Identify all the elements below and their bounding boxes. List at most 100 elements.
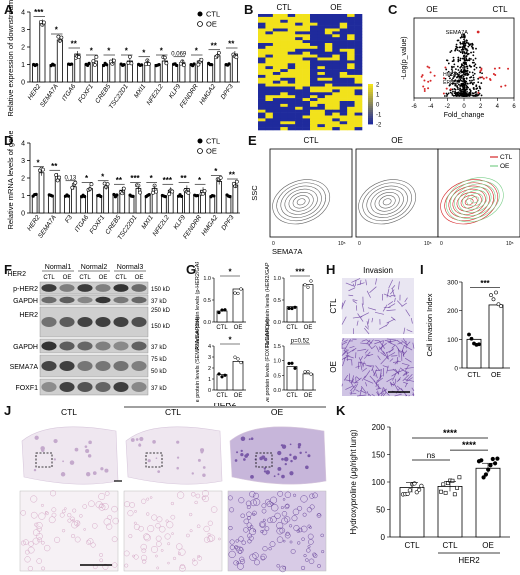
heatmap-cell bbox=[310, 69, 318, 73]
heatmap-cell bbox=[287, 80, 296, 84]
volcano-point bbox=[445, 68, 448, 71]
heatmap-cell bbox=[310, 25, 318, 29]
tissue-spot bbox=[273, 475, 276, 478]
volcano-point bbox=[458, 79, 461, 82]
alveolus bbox=[88, 500, 95, 508]
alveolus bbox=[307, 533, 314, 540]
heatmap-cell bbox=[317, 118, 326, 122]
x-tick-label: CTL bbox=[467, 372, 480, 379]
heatmap-cell bbox=[354, 121, 363, 125]
flow-contour bbox=[464, 198, 474, 206]
heatmap-cell bbox=[354, 14, 363, 18]
x-tick-label: 10⁵ bbox=[506, 241, 514, 247]
bar-oe bbox=[87, 188, 93, 214]
invasion-cell bbox=[350, 384, 357, 392]
heatmap-cell bbox=[280, 31, 289, 35]
legend-label-oe: OE bbox=[206, 20, 217, 29]
sig-label: * bbox=[142, 48, 146, 57]
colorbar-segment bbox=[368, 114, 373, 117]
volcano-point-significant bbox=[423, 89, 426, 92]
volcano-point bbox=[453, 80, 455, 82]
volcano-point bbox=[458, 71, 461, 74]
invasion-cell bbox=[363, 327, 370, 335]
heatmap-cell bbox=[302, 101, 311, 105]
invasion-cell bbox=[371, 393, 375, 397]
heatmap-cell bbox=[280, 66, 289, 70]
alveolus bbox=[87, 538, 94, 545]
volcano-point bbox=[461, 82, 464, 85]
volcano-point bbox=[471, 71, 474, 74]
point-ctl bbox=[157, 62, 161, 67]
heatmap-cell bbox=[280, 118, 289, 122]
invasion-cell bbox=[404, 297, 408, 303]
invasion-cell bbox=[345, 385, 353, 390]
volcano-point bbox=[457, 69, 460, 71]
heatmap-cell bbox=[287, 14, 296, 18]
y-tick-label: 0.5 bbox=[203, 298, 211, 304]
bar-ctl bbox=[47, 195, 54, 214]
blot-mw-label: 75 kD bbox=[151, 357, 167, 363]
volcano-point bbox=[460, 79, 463, 82]
tissue-spot bbox=[290, 459, 293, 463]
tissue-spot bbox=[261, 455, 266, 460]
heatmap-cell bbox=[310, 22, 318, 26]
heatmap-cell bbox=[265, 118, 274, 122]
invasion-cell bbox=[348, 287, 355, 292]
legend-marker-oe bbox=[197, 148, 203, 154]
heatmap-cell bbox=[324, 43, 333, 47]
sig-label: * bbox=[37, 158, 41, 167]
heatmap-cell bbox=[339, 16, 348, 21]
heatmap-cell bbox=[332, 16, 341, 21]
tissue-spot bbox=[92, 471, 97, 475]
x-tick-label: OE bbox=[234, 325, 243, 331]
volcano-point bbox=[461, 57, 464, 60]
volcano-point bbox=[466, 95, 469, 97]
heatmap-cell bbox=[258, 66, 266, 70]
invasion-cell bbox=[375, 377, 383, 384]
invasion-cell bbox=[402, 349, 404, 356]
alveolus bbox=[71, 518, 75, 522]
alveolus bbox=[270, 516, 277, 523]
heatmap-cell bbox=[272, 60, 281, 64]
heatmap-cell bbox=[354, 60, 363, 64]
bar-oe bbox=[232, 184, 239, 214]
heatmap-cell bbox=[354, 98, 363, 102]
invasion-cell bbox=[379, 372, 382, 379]
heatmap-cell bbox=[324, 25, 333, 29]
alveolus bbox=[74, 536, 81, 543]
blot-band bbox=[131, 382, 147, 392]
point bbox=[293, 305, 297, 309]
tissue-spot bbox=[147, 459, 151, 463]
point bbox=[223, 308, 227, 312]
y-axis-label: Relative protein levels (p-HER2/GAPDH) bbox=[195, 262, 201, 350]
point-oe bbox=[54, 173, 59, 177]
alveolus bbox=[166, 521, 174, 529]
heatmap-cell bbox=[310, 92, 318, 96]
volcano-point bbox=[460, 34, 463, 36]
blot-strip bbox=[39, 306, 149, 338]
volcano-point bbox=[468, 71, 471, 74]
tissue-spot bbox=[87, 454, 92, 458]
colorbar-segment bbox=[368, 110, 373, 113]
tissue-spot bbox=[202, 473, 206, 478]
alveolus bbox=[282, 565, 287, 570]
x-tick-label: OE bbox=[304, 393, 313, 399]
heatmap-cell bbox=[302, 98, 311, 102]
heatmap-cell bbox=[258, 92, 266, 96]
heatmap-cell bbox=[272, 127, 281, 131]
invasion-cell bbox=[352, 300, 357, 304]
heatmap-cell bbox=[324, 40, 333, 44]
volcano-point bbox=[455, 83, 457, 85]
heatmap-cell bbox=[258, 37, 266, 41]
volcano-point bbox=[467, 45, 470, 48]
heatmap-cell bbox=[354, 92, 363, 96]
point bbox=[220, 308, 224, 312]
colorbar-segment bbox=[368, 90, 373, 93]
flow-contour bbox=[296, 198, 306, 206]
invasion-image bbox=[342, 278, 414, 334]
heatmap-cell bbox=[258, 77, 266, 81]
volcano-point bbox=[463, 66, 466, 69]
tissue-spot bbox=[289, 453, 292, 457]
alveolus bbox=[276, 536, 284, 543]
heatmap-cell bbox=[272, 16, 281, 21]
